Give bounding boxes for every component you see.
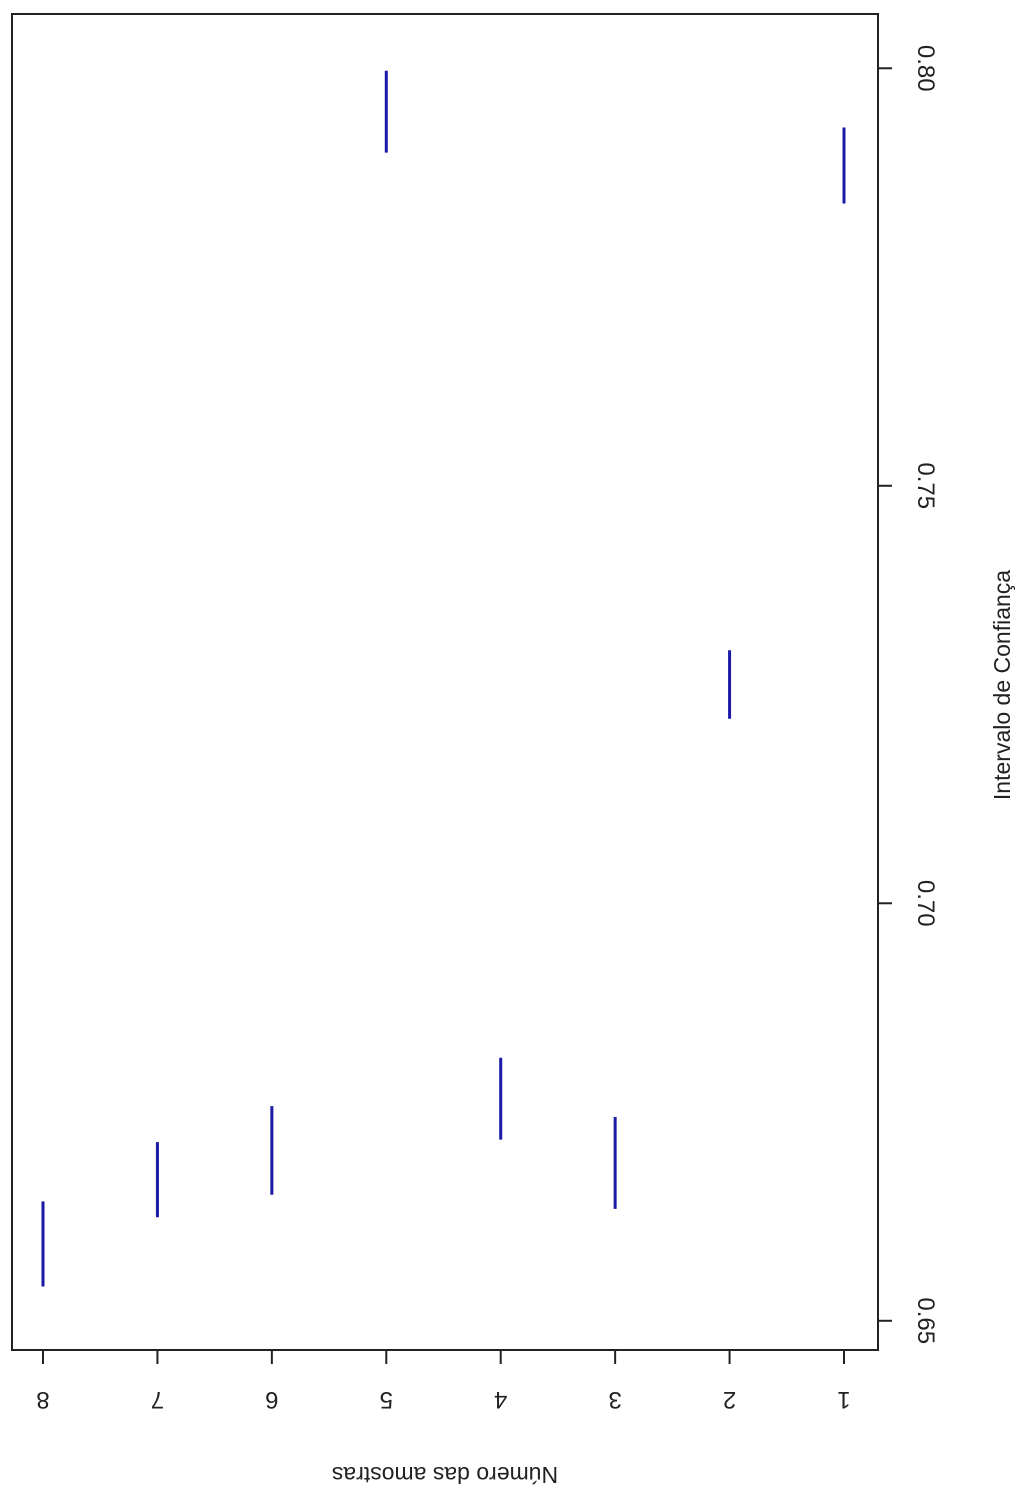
value-axis: 0.65 0.70 0.75 0.80 [877, 45, 939, 1344]
sample-tick-label-1: 1 [837, 1386, 850, 1413]
sample-tick-label-8: 8 [36, 1386, 49, 1413]
sample-axis: 1 2 3 4 5 6 7 8 [36, 1349, 851, 1413]
interval-series [41, 70, 846, 1287]
value-tick-label-0.65: 0.65 [912, 1297, 939, 1344]
value-tick-label-0.80: 0.80 [912, 45, 939, 92]
value-axis-label: Intervalo de Confiança [989, 570, 1015, 800]
sample-tick-label-7: 7 [151, 1386, 164, 1413]
sample-tick-label-4: 4 [494, 1386, 507, 1413]
sample-tick-label-3: 3 [608, 1386, 621, 1413]
sample-tick-label-6: 6 [265, 1386, 278, 1413]
sample-tick-label-5: 5 [380, 1386, 393, 1413]
sample-tick-label-2: 2 [723, 1386, 736, 1413]
value-tick-label-0.70: 0.70 [912, 880, 939, 927]
plot-area-frame [11, 13, 879, 1351]
sample-axis-label: Número das amostras [332, 1462, 558, 1485]
value-tick-label-0.75: 0.75 [912, 462, 939, 509]
